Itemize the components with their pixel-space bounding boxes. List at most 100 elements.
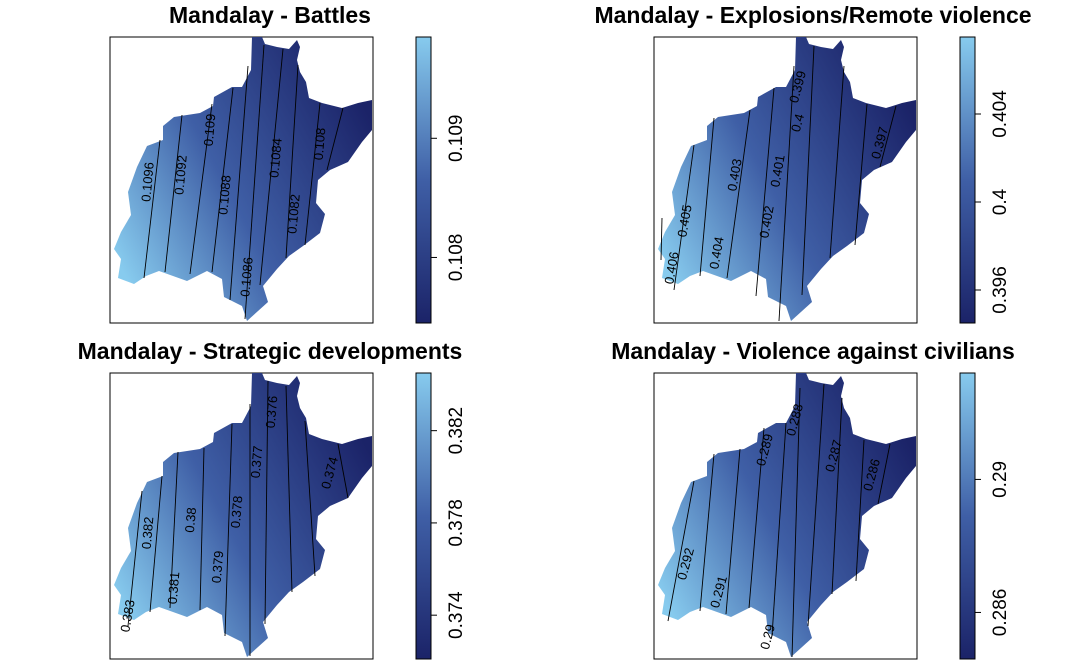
contour-line [326,107,344,171]
contour-line [304,102,321,246]
contour-line [778,65,795,322]
contour-line [879,105,897,168]
contour-line [854,103,868,246]
legend-ticks: 0.396 0.4 0.404 [975,90,1011,314]
panel-title: Mandalay - Strategic developments [78,338,463,364]
contour-line [807,383,825,627]
contour-line [755,87,775,297]
legend-tick-label: 0.404 [990,90,1011,138]
contour-line [725,448,741,615]
contour-line [699,117,715,277]
legend-tick-label: 0.286 [990,589,1011,637]
contour-line [169,451,179,609]
contour-line [699,453,715,612]
legend-tick-label: 0.4 [990,188,1011,215]
legend-colorbar: 0.396 0.4 0.404 [959,36,1011,324]
legend-tick-label: 0.29 [990,461,1011,498]
contour-line [304,420,316,577]
contour-label: 0.1086 [237,256,255,297]
legend-colorbar: 0.286 0.29 [959,372,1011,660]
legend-colorbar: 0.374 0.378 0.382 [415,372,467,660]
contour-line [771,422,787,637]
contour-label: 0.1082 [284,193,302,234]
contour-line [285,64,299,259]
legend-bar [959,372,976,660]
legend-tick-label: 0.382 [446,407,467,455]
contour-label: 0.381 [165,571,183,605]
contour-label: 0.1092 [171,154,189,195]
panel-battles: Mandalay - Battles 0.1096 0.1092 0.109 0… [109,2,467,324]
contour-line [831,397,843,595]
contour-line [127,490,143,627]
legend-tick-label: 0.374 [446,591,467,639]
contour-labels: 0.376 0.377 0.374 0.378 0.38 0.382 0.379… [117,395,341,633]
contour-line [337,443,349,499]
legend-ticks: 0.374 0.378 0.382 [431,407,467,639]
contour-lines [660,45,897,322]
contour-label: 0.108 [311,127,329,161]
contour-line [673,144,695,291]
panel-title: Mandalay - Violence against civilians [611,338,1015,364]
contour-label: 0.38 [182,507,199,534]
contour-label: 0.4 [788,112,807,133]
contour-label: 0.383 [117,599,137,634]
contour-line [264,380,269,625]
legend-bar [415,36,432,324]
panel-title: Mandalay - Battles [169,2,371,28]
contour-label: 0.378 [228,495,246,529]
map-frame [109,36,374,324]
panel-strategic-developments: Mandalay - Strategic developments 0.376 … [78,338,467,660]
region-shape [114,37,372,321]
contour-line [244,44,265,320]
contour-line [801,45,815,296]
legend-tick-label: 0.108 [446,234,467,282]
contour-line [199,447,205,611]
legend-bar [415,372,432,660]
contour-labels: 0.1096 0.1092 0.109 0.1088 0.1086 0.1084… [138,113,328,297]
region-shape [114,373,372,657]
contour-label: 0.1088 [215,174,233,215]
contour-line [748,427,765,609]
contour-label: 0.29 [757,623,778,651]
contour-label: 0.1096 [138,161,156,202]
contour-line [726,109,751,279]
map-frame [653,36,918,324]
contour-lines [143,44,344,320]
legend-ticks: 0.108 0.109 [431,115,467,282]
contour-line [224,423,233,637]
contour-label: 0.1084 [266,137,284,178]
contour-line [229,65,249,301]
contour-lines [127,380,349,656]
contour-label: 0.406 [661,251,681,286]
contour-line [259,48,284,286]
contour-label: 0.109 [201,113,219,147]
contour-line [877,443,891,505]
region-shape [658,373,916,657]
legend-ticks: 0.286 0.29 [975,461,1011,636]
panel-title: Mandalay - Explosions/Remote violence [594,2,1031,28]
legend-tick-label: 0.378 [446,499,467,547]
contour-label: 0.405 [674,204,694,239]
contour-line [143,139,161,279]
panel-violence-against-civilians: Mandalay - Violence against civilians 0.… [611,338,1015,660]
contour-line [660,217,663,261]
legend-tick-label: 0.109 [446,115,467,163]
contour-label: 0.404 [706,236,726,271]
panel-explosions-remote-violence: Mandalay - Explosions/Remote violence 0.… [594,2,1032,324]
map-frame [109,372,374,660]
contour-label: 0.403 [724,158,744,193]
contour-line [211,87,234,273]
contour-line [829,65,845,259]
legend-tick-label: 0.396 [990,266,1011,314]
contour-line [855,439,865,582]
contour-line [189,103,213,275]
contour-line [164,114,183,273]
contour-lines [667,383,891,658]
legend-bar [959,36,976,324]
contour-label: 0.376 [263,395,281,429]
contour-line [791,387,801,658]
contour-line [149,475,163,613]
map-frame [653,372,918,660]
legend-colorbar: 0.108 0.109 [415,36,467,324]
